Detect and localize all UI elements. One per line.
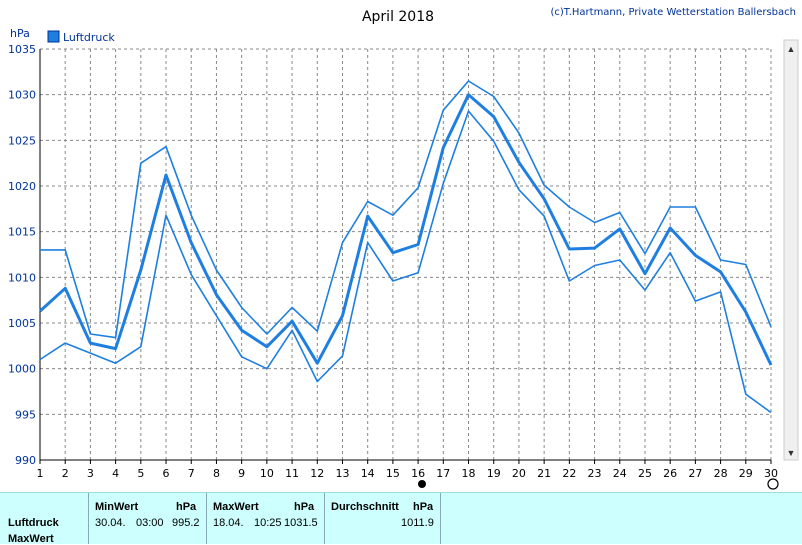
y-tick-label: 1030	[8, 89, 36, 102]
max-value: 1031.5	[284, 517, 318, 529]
max-header: MaxWert	[213, 501, 259, 513]
legend-swatch	[47, 30, 60, 43]
chart-credit: (c)T.Hartmann, Private Wetterstation Bal…	[550, 7, 796, 18]
vertical-scrollbar[interactable]: ▲ ▼	[783, 39, 799, 461]
stats-panel: MinWert hPa MaxWert hPa Durchschnitt hPa…	[0, 492, 802, 545]
x-tick-label: 29	[739, 467, 753, 480]
max-date: 18.04.	[213, 517, 244, 529]
min-date: 30.04.	[95, 517, 126, 529]
x-tick-label: 14	[361, 467, 375, 480]
max-time: 10:25	[254, 517, 282, 529]
current-day-marker	[418, 480, 426, 488]
x-tick-label: 26	[663, 467, 677, 480]
next-row-label: MaxWert	[8, 533, 54, 545]
end-marker	[767, 478, 779, 490]
series	[38, 80, 773, 414]
x-tick-label: 25	[638, 467, 652, 480]
series-line-mean	[38, 93, 773, 366]
x-tick-label: 30	[764, 467, 778, 480]
x-tick-label: 23	[588, 467, 602, 480]
series-line-max	[40, 80, 772, 339]
x-tick-label: 27	[688, 467, 702, 480]
x-tick-label: 6	[163, 467, 170, 480]
x-tick-label: 13	[335, 467, 349, 480]
series-line-min	[39, 110, 772, 414]
x-tick-label: 19	[487, 467, 501, 480]
axes	[39, 49, 772, 464]
avg-unit: hPa	[413, 501, 434, 513]
y-tick-label: 1005	[8, 317, 36, 330]
y-tick-label: 995	[15, 408, 36, 421]
x-tick-label: 10	[260, 467, 274, 480]
x-tick-label: 1	[37, 467, 44, 480]
max-unit: hPa	[294, 501, 315, 513]
grid	[40, 48, 772, 460]
y-tick-label: 1000	[8, 363, 36, 376]
y-tick-label: 1015	[8, 226, 36, 239]
y-tick-label: 1020	[8, 180, 36, 193]
x-tick-label: 2	[62, 467, 69, 480]
x-tick-label: 8	[213, 467, 220, 480]
row-label: Luftdruck	[8, 517, 59, 529]
x-tick-label: 18	[462, 467, 476, 480]
chart-title: April 2018	[362, 9, 434, 25]
min-header: MinWert	[95, 501, 139, 513]
x-tick-label: 4	[112, 467, 119, 480]
x-tick-label: 15	[386, 467, 400, 480]
x-tick-label: 12	[310, 467, 324, 480]
avg-header: Durchschnitt	[331, 501, 399, 513]
min-unit: hPa	[176, 501, 197, 513]
x-tick-label: 3	[87, 467, 94, 480]
x-tick-label: 7	[188, 467, 195, 480]
x-tick-label: 28	[714, 467, 728, 480]
y-tick-label: 1035	[8, 43, 36, 56]
avg-value: 1011.9	[401, 517, 434, 529]
x-tick-label: 17	[436, 467, 450, 480]
x-tick-label: 9	[238, 467, 245, 480]
scroll-down-icon[interactable]: ▼	[787, 448, 796, 458]
min-value: 995.2	[172, 517, 200, 529]
x-tick-label: 5	[137, 467, 144, 480]
x-tick-label: 20	[512, 467, 526, 480]
x-tick-label: 21	[537, 467, 551, 480]
y-tick-label: 1010	[8, 271, 36, 284]
x-tick-label: 11	[285, 467, 299, 480]
y-tick-label: 1025	[8, 134, 36, 147]
legend-label: Luftdruck	[63, 31, 115, 44]
min-time: 03:00	[136, 517, 164, 529]
y-axis-unit: hPa	[10, 27, 30, 40]
x-tick-label: 24	[613, 467, 627, 480]
y-tick-label: 990	[15, 454, 36, 467]
scroll-up-icon[interactable]: ▲	[787, 44, 796, 54]
x-tick-label: 22	[562, 467, 576, 480]
pressure-chart: April 2018 (c)T.Hartmann, Private Wetter…	[8, 7, 799, 490]
x-tick-label: 16	[411, 467, 425, 480]
